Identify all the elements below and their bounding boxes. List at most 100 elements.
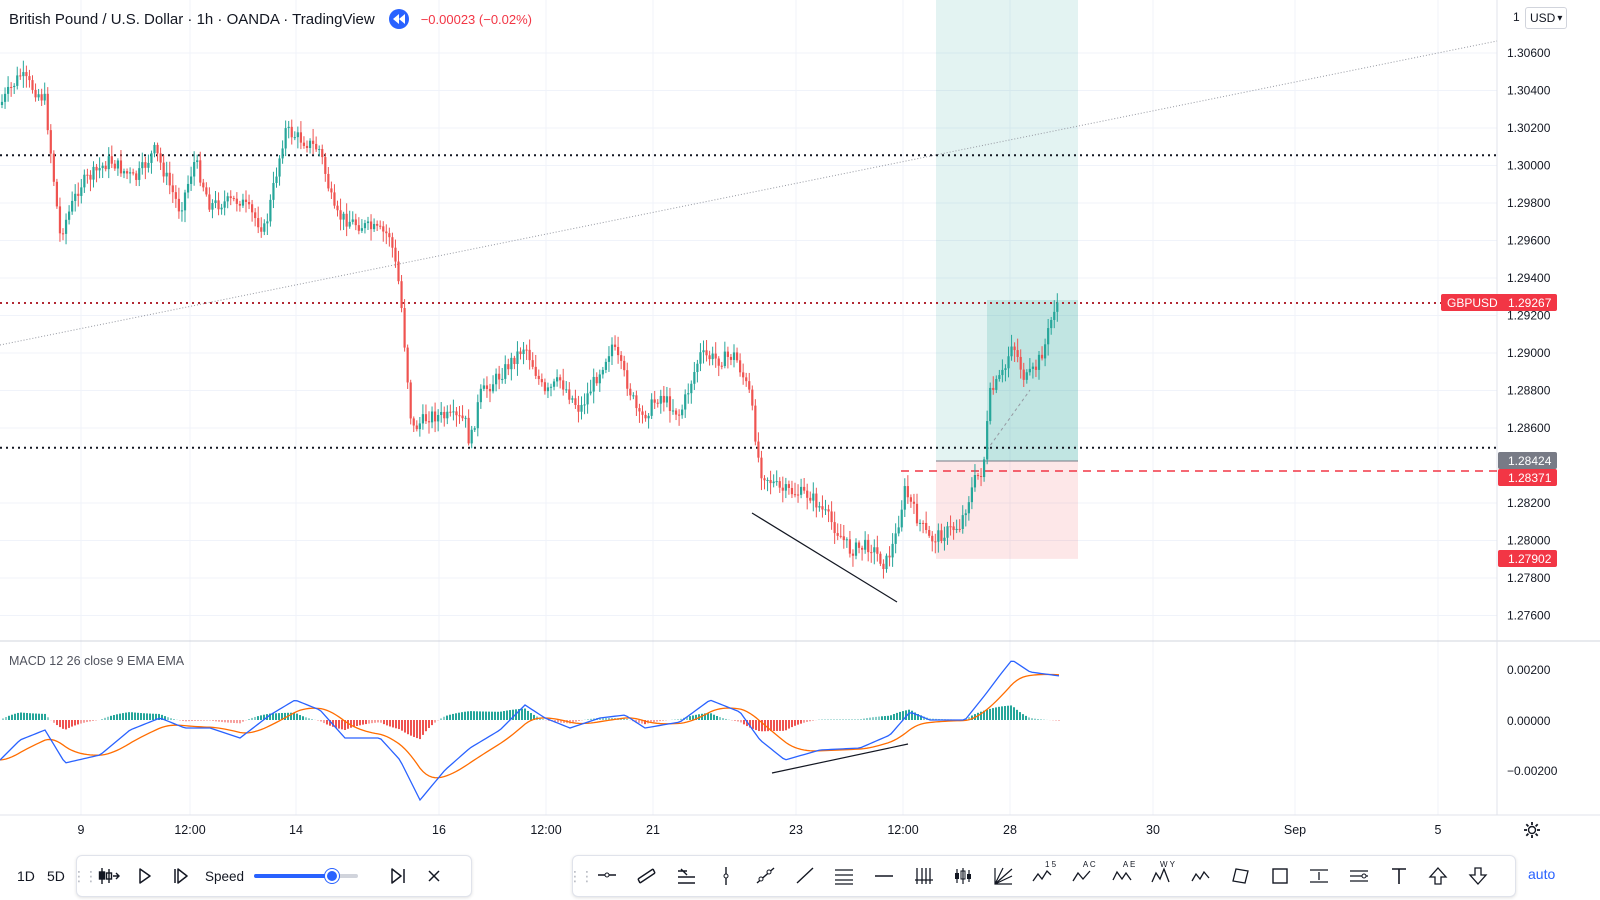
speed-slider-handle[interactable] xyxy=(325,869,340,883)
candle-body xyxy=(162,162,165,177)
extended-line-icon[interactable] xyxy=(785,858,825,894)
select-bar-icon[interactable] xyxy=(91,858,127,894)
horizontal-ray-icon[interactable] xyxy=(864,858,904,894)
pattern-icon[interactable] xyxy=(943,858,983,894)
arrow-up-icon[interactable] xyxy=(1418,858,1458,894)
macd-histogram-bar xyxy=(689,716,691,720)
candle-body xyxy=(119,160,123,174)
time-tick-label: 16 xyxy=(432,823,446,837)
candle-body xyxy=(327,173,330,189)
auto-scale-button[interactable]: auto xyxy=(1528,866,1556,882)
fib-timezone-icon[interactable] xyxy=(904,858,944,894)
candle-body xyxy=(1010,346,1013,357)
candle-body xyxy=(351,219,354,222)
candle-body xyxy=(543,382,546,392)
polygon-icon[interactable] xyxy=(1221,858,1261,894)
candle-body xyxy=(437,414,440,422)
candle-body xyxy=(665,396,668,403)
candle-body xyxy=(385,231,388,234)
replay-rewind-icon[interactable] xyxy=(388,9,409,29)
macd-histogram-bar xyxy=(866,718,868,720)
candle-body xyxy=(129,172,132,174)
symbol-title[interactable]: British Pound / U.S. Dollar · 1h · OANDA… xyxy=(9,10,375,28)
play-icon[interactable] xyxy=(127,858,163,894)
candle-body xyxy=(424,414,428,422)
candle-body xyxy=(363,223,367,229)
candle-body xyxy=(135,173,138,180)
abcd-pattern-icon[interactable]: A C xyxy=(1062,858,1102,894)
parallel-channel-icon[interactable] xyxy=(627,858,667,894)
elliott-wave-icon[interactable]: 1 5 xyxy=(1023,858,1063,894)
macd-histogram-bar xyxy=(74,720,76,726)
candle-body xyxy=(781,487,784,491)
macd-histogram-bar xyxy=(431,720,433,726)
candle-body xyxy=(726,351,729,357)
candle-body xyxy=(1056,302,1059,312)
macd-histogram-bar xyxy=(842,719,844,720)
macd-histogram-bar xyxy=(191,720,193,722)
xabcd-pattern-icon[interactable]: A E xyxy=(1102,858,1142,894)
candle-body xyxy=(882,563,885,570)
vertical-line-icon[interactable] xyxy=(706,858,746,894)
drag-handle-icon[interactable]: ⋮⋮ xyxy=(72,867,98,884)
timeframe-1d-button[interactable]: 1D xyxy=(17,868,35,884)
macd-histogram-bar xyxy=(269,713,271,720)
gann-fan-icon[interactable] xyxy=(983,858,1023,894)
macd-histogram-bar xyxy=(467,711,469,720)
forward-step-icon[interactable] xyxy=(163,858,199,894)
candle-body xyxy=(251,204,254,213)
macd-histogram-bar xyxy=(323,720,325,724)
macd-histogram-bar xyxy=(257,716,259,720)
pitchfork-icon[interactable] xyxy=(666,858,706,894)
macd-histogram-bar xyxy=(539,717,541,720)
macd-histogram-bar xyxy=(113,715,115,720)
macd-legend[interactable]: MACD 12 26 close 9 EMA EMA xyxy=(9,654,185,668)
timeframe-5d-button[interactable]: 5D xyxy=(47,868,65,884)
candle-body xyxy=(266,221,269,224)
date-range-icon[interactable] xyxy=(1339,858,1379,894)
macd-histogram-bar xyxy=(965,719,967,720)
arrow-down-icon[interactable] xyxy=(1458,858,1498,894)
macd-histogram-bar xyxy=(461,712,463,720)
time-tick-label: 12:00 xyxy=(887,823,918,837)
head-shoulders-icon[interactable]: W Y xyxy=(1141,858,1181,894)
candle-body xyxy=(653,399,656,403)
macd-histogram-bar xyxy=(1013,707,1015,720)
macd-histogram-bar xyxy=(794,720,796,726)
macd-histogram-bar xyxy=(857,719,859,720)
ray-icon[interactable] xyxy=(745,858,785,894)
candle-body xyxy=(534,366,537,376)
candle-body xyxy=(754,405,757,442)
candle-body xyxy=(684,394,687,410)
currency-select[interactable]: USD ▾ xyxy=(1525,7,1568,29)
horizontal-lines-icon[interactable] xyxy=(825,858,865,894)
macd-histogram-bar xyxy=(251,717,253,720)
jump-to-realtime-icon[interactable] xyxy=(380,858,416,894)
gear-icon[interactable] xyxy=(1522,820,1542,840)
macd-histogram-bar xyxy=(713,714,715,720)
candle-body xyxy=(1013,346,1016,351)
macd-histogram-bar xyxy=(1058,720,1060,721)
macd-histogram-bar xyxy=(890,715,892,720)
macd-histogram-bar xyxy=(989,708,991,720)
close-icon[interactable] xyxy=(416,858,452,894)
price-range-icon[interactable] xyxy=(1300,858,1340,894)
candle-body xyxy=(559,377,562,381)
rectangle-icon[interactable] xyxy=(1260,858,1300,894)
candle-body xyxy=(235,198,238,204)
trend-line-icon[interactable] xyxy=(587,858,627,894)
candle-body xyxy=(815,493,818,508)
macd-histogram-bar xyxy=(992,708,994,720)
macd-histogram-bar xyxy=(590,718,592,720)
candle-body xyxy=(455,411,458,416)
drag-handle-icon[interactable]: ⋮⋮ xyxy=(568,867,594,884)
text-icon[interactable] xyxy=(1379,858,1419,894)
macd-histogram-bar xyxy=(371,720,373,724)
candle-body xyxy=(403,308,406,348)
macd-histogram-bar xyxy=(452,713,454,720)
macd-histogram-bar xyxy=(710,713,712,720)
speed-slider[interactable] xyxy=(254,869,359,883)
three-drives-icon[interactable] xyxy=(1181,858,1221,894)
macd-histogram-bar xyxy=(641,720,643,724)
